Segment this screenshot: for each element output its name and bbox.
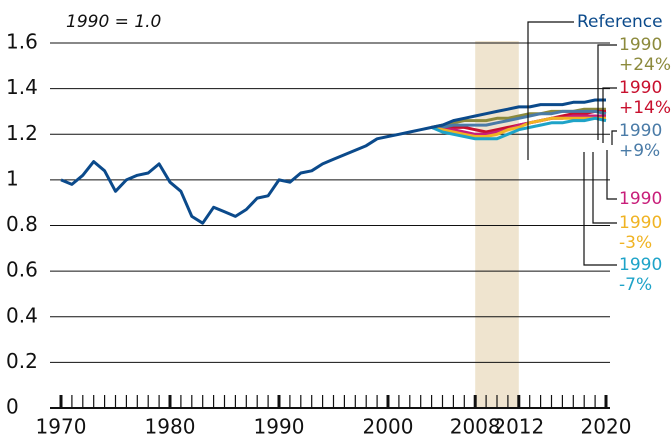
leader-line bbox=[583, 152, 617, 266]
leader-line bbox=[606, 150, 617, 200]
x-tick-label: 2008 bbox=[450, 415, 501, 439]
y-tick-label: 1.4 bbox=[6, 75, 38, 99]
legend-label: Reference bbox=[577, 12, 663, 32]
x-tick-label: 1980 bbox=[145, 415, 196, 439]
series-line bbox=[431, 116, 607, 141]
leader-line bbox=[611, 130, 617, 145]
legend-label: 1990 bbox=[619, 189, 662, 209]
y-tick-label: 0.2 bbox=[6, 349, 38, 373]
legend-label: 1990 +9% bbox=[619, 121, 662, 161]
y-tick-label: 0.4 bbox=[6, 303, 38, 327]
series-line bbox=[60, 98, 606, 225]
y-tick-label: 0.8 bbox=[6, 212, 38, 236]
legend-label: 1990 +24% bbox=[619, 35, 671, 75]
y-tick-label: 1.2 bbox=[6, 121, 38, 145]
legend-label: 1990 -3% bbox=[619, 213, 662, 253]
series-line bbox=[431, 109, 607, 129]
y-tick-label: 0.6 bbox=[6, 258, 38, 282]
leader-line bbox=[602, 87, 617, 143]
series-line bbox=[431, 114, 606, 136]
x-tick-label: 2012 bbox=[493, 415, 544, 439]
annotation: 1990 = 1.0 bbox=[66, 12, 161, 32]
leader-line bbox=[527, 21, 574, 160]
leader-line bbox=[592, 152, 617, 224]
legend-label: 1990 +14% bbox=[619, 78, 671, 118]
shaded-period bbox=[475, 41, 519, 408]
x-tick-label: 1970 bbox=[36, 415, 87, 439]
legend-label: 1990 -7% bbox=[619, 255, 662, 295]
y-tick-label: 0 bbox=[6, 395, 19, 419]
series-line bbox=[431, 116, 606, 138]
y-tick-label: 1 bbox=[6, 166, 19, 190]
x-tick-label: 2020 bbox=[581, 415, 632, 439]
x-tick-label: 1990 bbox=[254, 415, 305, 439]
x-tick-label: 2000 bbox=[363, 415, 414, 439]
leader-line bbox=[597, 44, 617, 140]
y-tick-label: 1.6 bbox=[6, 30, 38, 54]
